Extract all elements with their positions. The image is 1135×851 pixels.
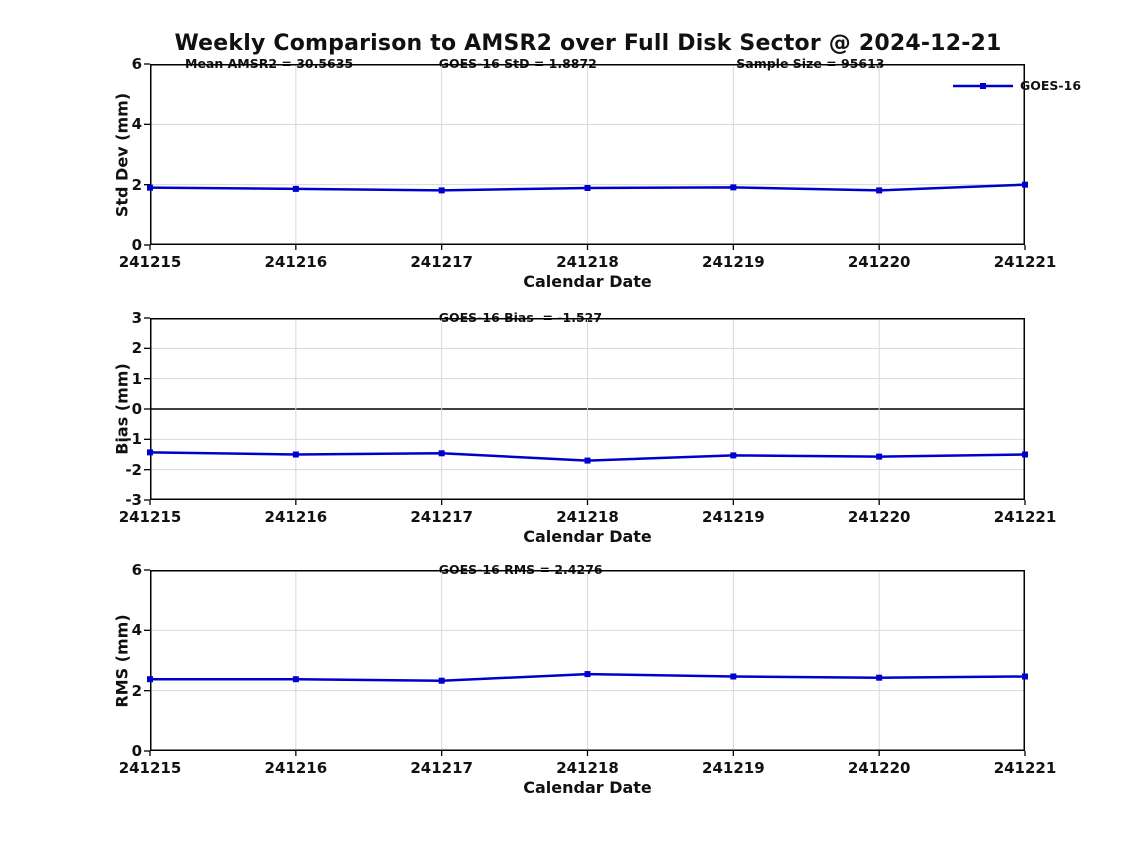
y-tick-label: 6 [131,55,142,73]
x-tick-label: 241221 [993,253,1057,271]
plot-area-std-dev [144,63,1028,250]
y-tick-label: 0 [131,236,142,254]
x-tick-label: 241220 [847,253,911,271]
x-tick-label: 241217 [410,759,473,777]
y-tick-label: -2 [125,460,142,479]
x-tick-label: 241220 [847,508,911,526]
y-tick-label: 4 [131,621,142,640]
x-tick-label: 241221 [993,759,1057,777]
y-tick-label: -3 [125,491,142,509]
x-tick-label: 241217 [410,508,473,526]
plot-area-rms [144,569,1028,756]
y-tick-label: 2 [131,175,142,194]
figure-title: Weekly Comparison to AMSR2 over Full Dis… [174,31,1002,56]
annotation-goes16-bias: GOES-16 Bias = -1.527 [438,310,603,325]
plot-area-bias [144,317,1028,505]
chart-std-dev: Mean AMSR2 = 30.5635 GOES-16 StD = 1.887… [113,55,1082,291]
x-tick-label: 241219 [702,508,765,526]
x-tick-label: 241218 [556,508,619,526]
y-axis-label-std-dev: Std Dev (mm) [112,92,132,217]
chart-rms: GOES-16 RMS = 2.4276 RMS (mm) Calendar D… [113,561,1057,797]
y-tick-label: 1 [131,369,142,388]
x-tick-label: 241215 [118,759,182,777]
annotation-goes16-rms: GOES-16 RMS = 2.4276 [438,562,603,577]
y-tick-label: 2 [131,339,142,358]
annotation-goes16-std: GOES-16 StD = 1.8872 [438,56,597,71]
x-tick-label: 241218 [556,759,619,777]
x-tick-label: 241217 [410,253,473,271]
legend: GOES-16 [953,78,1081,93]
y-tick-label: 4 [131,115,142,134]
x-tick-label: 241219 [702,759,765,777]
y-tick-label: 2 [131,681,142,700]
x-tick-label: 241216 [264,253,328,271]
legend-line-icon [953,82,1013,89]
x-tick-label: 241220 [847,759,911,777]
x-tick-label: 241216 [264,508,328,526]
y-tick-label: 0 [131,400,142,418]
y-tick-label: -1 [125,430,142,449]
x-tick-label: 241221 [993,508,1057,526]
y-tick-label: 6 [131,561,142,579]
x-tick-label: 241216 [264,759,328,777]
x-axis-label-3: Calendar Date [523,778,652,797]
x-tick-label: 241219 [702,253,765,271]
legend-label: GOES-16 [1020,78,1082,93]
annotation-sample-size: Sample Size = 95613 [736,56,885,71]
x-axis-label-2: Calendar Date [523,527,652,546]
y-tick-label: 3 [131,309,142,327]
x-axis-label-1: Calendar Date [523,272,652,291]
x-tick-label: 241218 [556,253,619,271]
x-tick-label: 241215 [118,508,182,526]
y-tick-label: 0 [131,742,142,760]
annotation-mean-amsr2: Mean AMSR2 = 30.5635 [185,56,354,71]
chart-bias: GOES-16 Bias = -1.527 Bias (mm) Calendar… [113,309,1057,546]
x-tick-label: 241215 [118,253,182,271]
